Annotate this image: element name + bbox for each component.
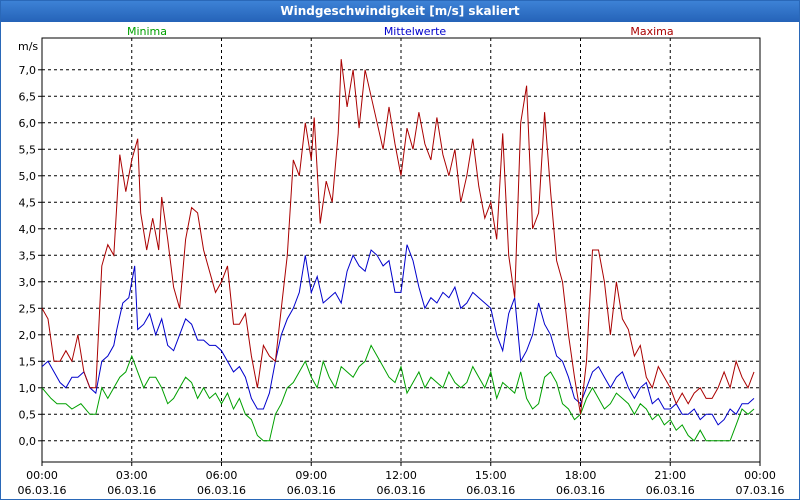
- series-line-minima: [41, 344, 755, 442]
- x-axis-ticks: 00:00 06.03.16 03:00 06.03.16 06:00 06.03.16 0…: [18, 462, 785, 497]
- legend-entry-maxima: Maxima: [630, 25, 673, 38]
- x-tick-date: 06.03.16: [377, 484, 426, 497]
- x-tick-date: 06.03.16: [18, 484, 67, 497]
- series-line-mittelwerte: [41, 244, 755, 426]
- x-tick-time: 00:00: [744, 469, 776, 482]
- grid-lines: [42, 38, 760, 462]
- y-tick-label: 3,0: [19, 276, 37, 289]
- legend-entry-minima: Minima: [127, 25, 167, 38]
- x-tick-time: 00:00: [26, 469, 58, 482]
- y-tick-label: 1,5: [19, 355, 37, 368]
- x-tick-date: 07.03.16: [736, 484, 785, 497]
- x-tick-time: 09:00: [295, 469, 327, 482]
- y-axis-unit: m/s: [18, 40, 38, 53]
- legend-entry-mittelwerte: Mittelwerte: [384, 25, 447, 38]
- y-tick-label: 6,0: [19, 117, 37, 130]
- x-tick-time: 03:00: [116, 469, 148, 482]
- y-tick-label: 5,5: [19, 143, 37, 156]
- y-tick-label: 1,0: [19, 382, 37, 395]
- y-tick-label: 2,5: [19, 302, 37, 315]
- y-tick-label: 0,0: [19, 435, 37, 448]
- x-tick-date: 06.03.16: [107, 484, 156, 497]
- x-tick-date: 06.03.16: [287, 484, 336, 497]
- x-tick-date: 06.03.16: [556, 484, 605, 497]
- y-tick-label: 2,0: [19, 329, 37, 342]
- y-tick-label: 4,0: [19, 223, 37, 236]
- x-tick-time: 15:00: [475, 469, 507, 482]
- legend: Minima Mittelwerte Maxima: [127, 25, 674, 38]
- y-tick-label: 4,5: [19, 196, 37, 209]
- series-lines: [41, 59, 755, 442]
- y-axis-ticks: 0,0 0,5 1,0 1,5 2,0 2,5 3,0 3,5 4,0 4,5 5,0 5,5 6,0 6…: [19, 64, 42, 448]
- y-tick-label: 0,5: [19, 408, 37, 421]
- y-tick-label: 5,0: [19, 170, 37, 183]
- x-tick-date: 06.03.16: [197, 484, 246, 497]
- chart-title: Windgeschwindigkeit [m/s] skaliert: [1, 1, 799, 22]
- y-tick-label: 3,5: [19, 249, 37, 262]
- x-tick-time: 21:00: [654, 469, 686, 482]
- x-tick-date: 06.03.16: [646, 484, 695, 497]
- x-tick-time: 12:00: [385, 469, 417, 482]
- y-tick-label: 7,0: [19, 64, 37, 77]
- x-tick-time: 06:00: [206, 469, 238, 482]
- series-line-maxima: [41, 59, 755, 415]
- y-tick-label: 6,5: [19, 90, 37, 103]
- x-tick-time: 18:00: [565, 469, 597, 482]
- x-tick-date: 06.03.16: [466, 484, 515, 497]
